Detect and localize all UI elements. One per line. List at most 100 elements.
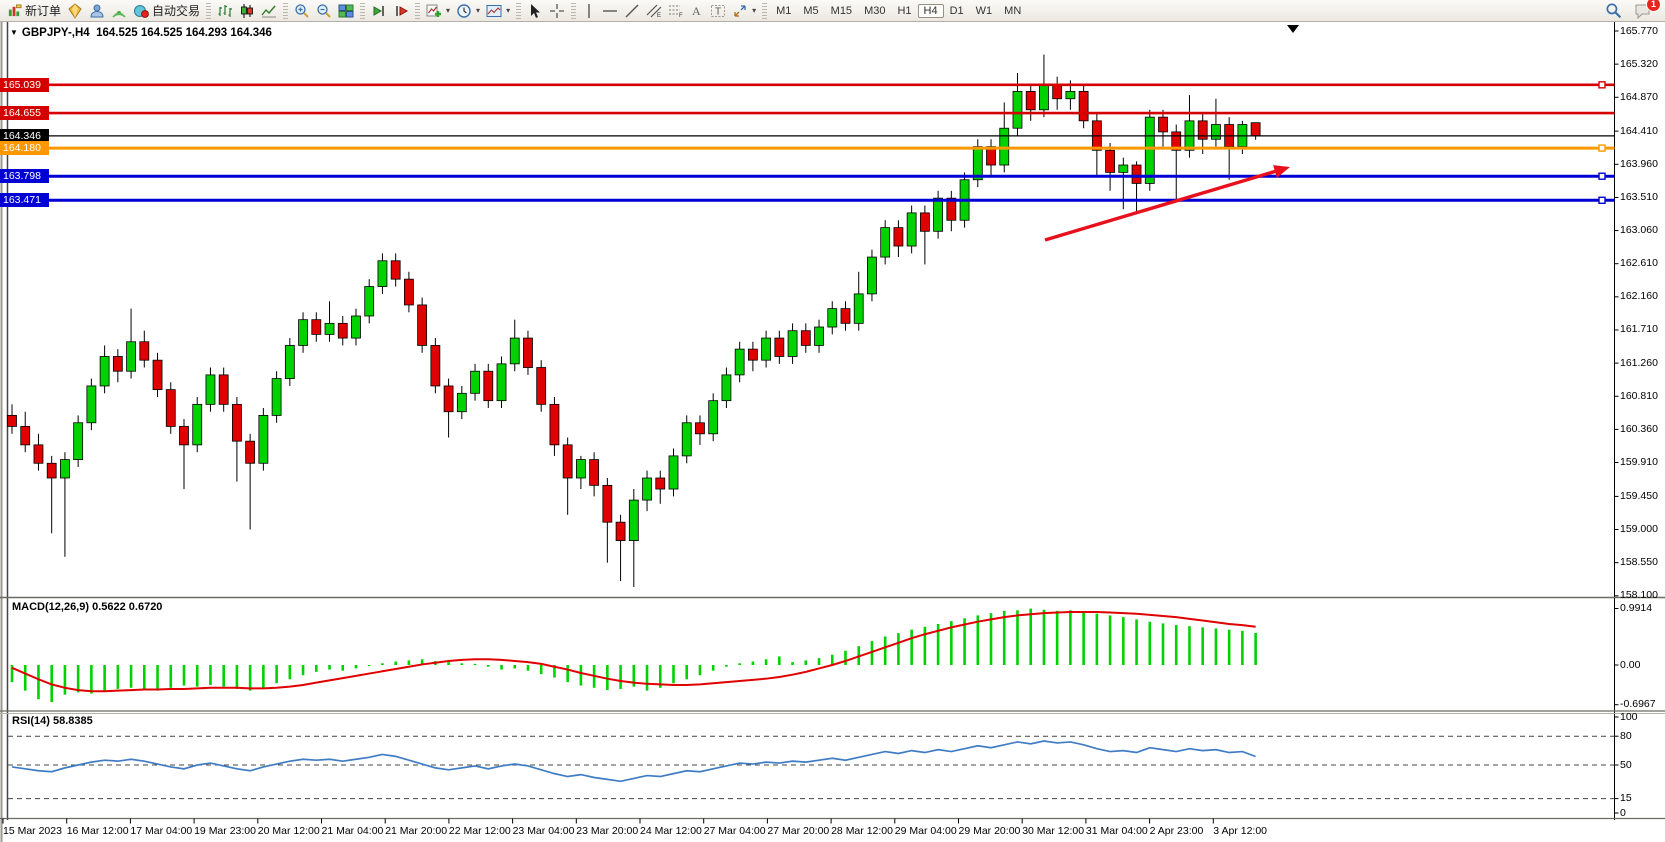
chart-shift-icon — [393, 3, 409, 19]
trendline-icon — [624, 3, 640, 19]
autotrading-button[interactable]: 自动交易 — [130, 1, 203, 21]
search-button[interactable] — [1602, 1, 1625, 21]
candle-body — [1171, 131, 1182, 151]
macd-pane[interactable] — [8, 599, 1614, 710]
toolbar-grip — [415, 2, 421, 19]
trendline-button[interactable] — [621, 1, 643, 21]
level-handle[interactable] — [1598, 196, 1606, 204]
line-chart-button[interactable] — [258, 1, 280, 21]
collapse-triangle-icon[interactable]: ▼ — [10, 28, 18, 37]
timeframe-button-W1[interactable]: W1 — [975, 4, 993, 17]
chevron-down-icon: ▾ — [476, 6, 481, 15]
new-order-icon — [7, 3, 22, 18]
channel-button[interactable]: E — [643, 1, 665, 21]
candlestick-chart-button[interactable] — [236, 1, 258, 21]
timeframe-button-M15[interactable]: M15 — [830, 4, 853, 17]
candle-body — [523, 337, 533, 368]
arrows-button[interactable]: ▾ — [729, 1, 759, 21]
candle-body — [946, 197, 957, 221]
notification-badge: 1 — [1646, 0, 1661, 12]
price-level-badge: 163.471 — [0, 193, 49, 208]
timeframe-button-D1[interactable]: D1 — [949, 4, 964, 17]
timeframe-button-M5[interactable]: M5 — [803, 4, 819, 17]
price-tick-label: 165.320 — [1620, 57, 1658, 70]
level-handle[interactable] — [1598, 144, 1606, 152]
tile-windows-button[interactable] — [335, 1, 357, 21]
candle-body — [1197, 120, 1208, 140]
autoscroll-button[interactable] — [368, 1, 390, 21]
time-tick-label: 19 Mar 23:00 — [194, 825, 256, 837]
price-tick-label: 162.610 — [1620, 257, 1658, 270]
candle-body — [46, 462, 57, 479]
candle-body — [602, 484, 613, 523]
periods-button[interactable]: ▾ — [453, 1, 483, 21]
text-label-button[interactable]: T — [707, 1, 729, 21]
toolbar-grip — [762, 2, 768, 19]
price-tick-label: 163.060 — [1620, 224, 1658, 237]
candle-body — [880, 227, 891, 258]
chart-shift-button[interactable] — [390, 1, 412, 21]
chat-button[interactable]: 1 — [1631, 0, 1661, 21]
level-handle[interactable] — [1598, 172, 1606, 180]
candle-body — [1144, 116, 1155, 184]
candle-body — [364, 286, 375, 317]
trend-arrow-head — [1273, 165, 1290, 178]
text-button[interactable]: A — [687, 1, 707, 21]
price-level-badge: 164.655 — [0, 106, 49, 121]
main-chart-pane[interactable] — [8, 22, 1614, 597]
zoom-in-button[interactable] — [291, 1, 313, 21]
timeframe-button-MN[interactable]: MN — [1004, 4, 1022, 17]
timeframe-button-H1[interactable]: H1 — [897, 4, 912, 17]
candle-body — [509, 337, 520, 365]
level-handle[interactable] — [1598, 81, 1606, 89]
trend-arrow[interactable] — [1044, 167, 1283, 242]
autoscroll-icon — [371, 3, 387, 19]
price-tick-label: 164.870 — [1620, 90, 1658, 103]
candle-body — [86, 385, 97, 424]
indicators-button[interactable]: ▾ — [423, 1, 453, 21]
candle-body — [1105, 149, 1115, 173]
candle-body — [311, 319, 322, 335]
candle-body — [192, 403, 203, 446]
price-tick-label: 162.160 — [1620, 290, 1658, 303]
candle-body — [1078, 90, 1089, 122]
candle-body — [536, 367, 547, 405]
toolbar-grip — [516, 2, 522, 19]
time-tick-label: 27 Mar 20:00 — [767, 825, 830, 837]
new-order-button[interactable]: 新订单 — [4, 1, 64, 21]
zoom-out-button[interactable] — [313, 1, 335, 21]
horizontal-line-button[interactable] — [599, 1, 621, 21]
candle-body — [761, 337, 772, 361]
time-tick-label: 23 Mar 20:00 — [576, 825, 639, 837]
candle-body — [867, 256, 877, 295]
candle-body — [1065, 90, 1076, 100]
signals-button[interactable] — [108, 1, 130, 21]
time-tick-label: 3 Apr 12:00 — [1213, 825, 1268, 837]
candle-body — [112, 356, 123, 372]
market-button[interactable] — [86, 1, 108, 21]
crosshair-button[interactable] — [546, 1, 568, 21]
timeframe-button-H4[interactable]: H4 — [917, 3, 944, 18]
templates-button[interactable]: ▾ — [483, 1, 513, 21]
cursor-icon — [527, 3, 543, 19]
toolbar-grip — [571, 2, 577, 19]
timeframe-button-M1[interactable]: M1 — [776, 4, 792, 17]
vertical-line-button[interactable] — [579, 1, 599, 21]
fibonacci-button[interactable]: F — [665, 1, 687, 21]
time-tick-label: 27 Mar 04:00 — [703, 825, 766, 837]
candle-body — [73, 422, 84, 460]
rsi-pane[interactable] — [8, 713, 1614, 818]
price-tick-label: 158.100 — [1620, 589, 1658, 602]
rsi-label: RSI(14) 58.8385 — [12, 715, 93, 727]
chart-shift-marker-icon[interactable] — [1287, 25, 1299, 33]
time-tick-label: 17 Mar 04:00 — [130, 825, 193, 837]
timeframe-button-M30[interactable]: M30 — [864, 4, 886, 17]
time-tick-label: 22 Mar 12:00 — [448, 825, 511, 837]
macd-tick-label: -0.6967 — [1620, 698, 1656, 711]
candle-body — [152, 359, 163, 391]
candle-body — [1211, 124, 1221, 140]
cursor-button[interactable] — [524, 1, 546, 21]
metaeditor-button[interactable] — [64, 1, 86, 21]
bar-chart-button[interactable] — [214, 1, 236, 21]
